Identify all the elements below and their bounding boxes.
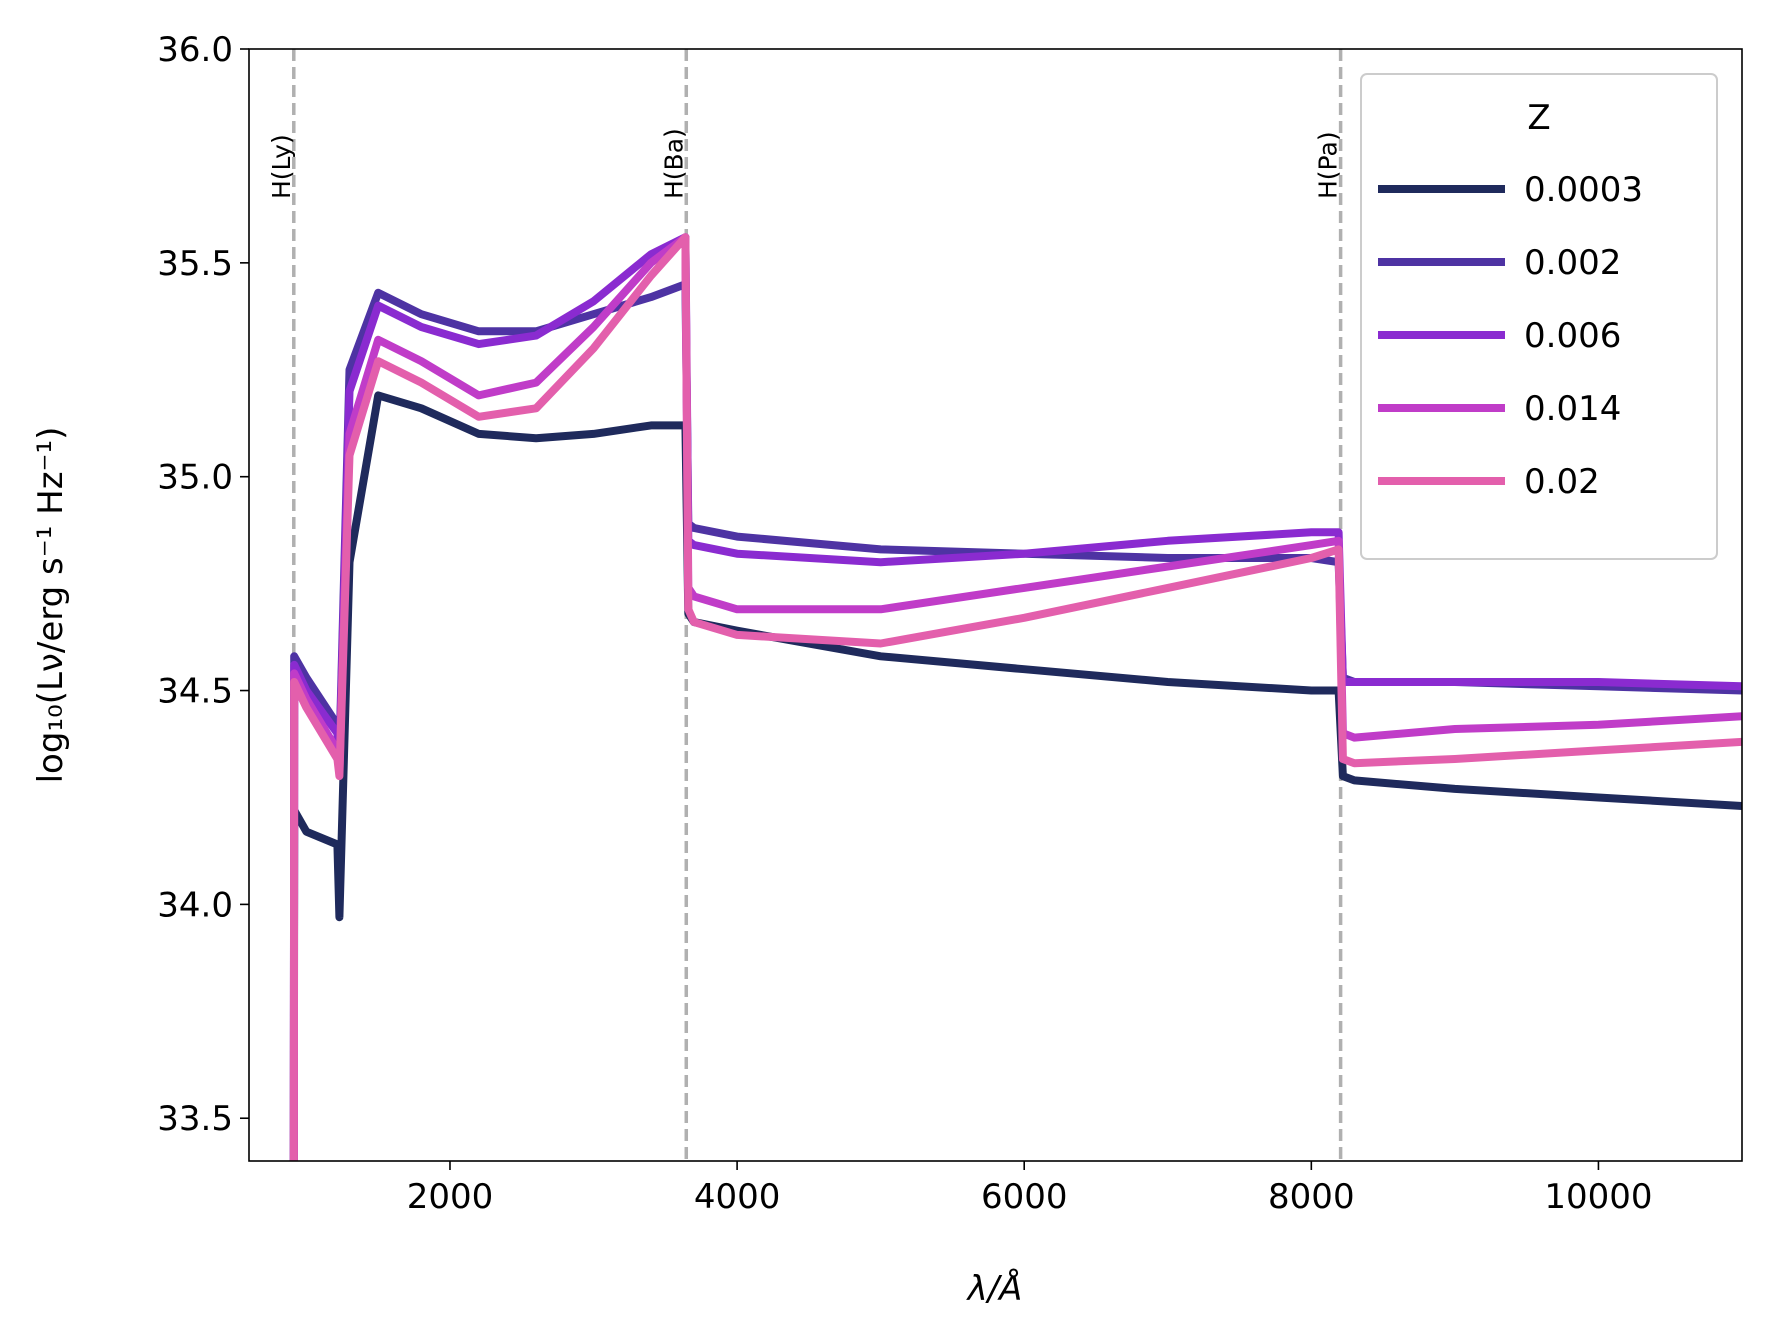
x-tick-label: 8000 (1268, 1177, 1355, 1217)
y-tick-label: 35.0 (157, 458, 233, 498)
plot-frame (248, 48, 1743, 1162)
legend-label: 0.002 (1524, 243, 1621, 283)
x-tick-label: 2000 (407, 1177, 494, 1217)
legend-box (1360, 73, 1718, 560)
y-tick-label: 36.0 (157, 30, 233, 70)
reference-label: H(Pa) (1314, 131, 1343, 199)
x-tick-label: 10000 (1544, 1177, 1652, 1217)
plot-lines (289, 233, 1742, 1161)
reference-label: H(Ba) (659, 128, 688, 199)
data-line (289, 233, 1742, 1161)
legend-label: 0.0003 (1524, 170, 1643, 210)
reference-label: H(Ly) (267, 134, 296, 199)
y-axis-label: log₁₀(Lν/erg s⁻¹ Hz⁻¹) (31, 427, 71, 784)
legend-label: 0.006 (1524, 316, 1621, 356)
y-tick-label: 34.0 (157, 885, 233, 925)
x-axis-label: λ/Å (966, 1268, 1023, 1309)
x-tick-label: 6000 (981, 1177, 1068, 1217)
legend-title: Z (1527, 98, 1550, 138)
legend-label: 0.014 (1524, 389, 1621, 429)
y-tick-label: 34.5 (157, 672, 233, 712)
y-tick-label: 35.5 (157, 244, 233, 284)
legend-label: 0.02 (1524, 462, 1600, 502)
x-tick-label: 4000 (694, 1177, 781, 1217)
y-tick-label: 33.5 (157, 1099, 233, 1139)
